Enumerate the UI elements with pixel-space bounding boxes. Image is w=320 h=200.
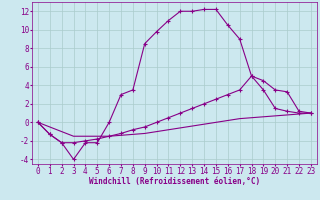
X-axis label: Windchill (Refroidissement éolien,°C): Windchill (Refroidissement éolien,°C): [89, 177, 260, 186]
